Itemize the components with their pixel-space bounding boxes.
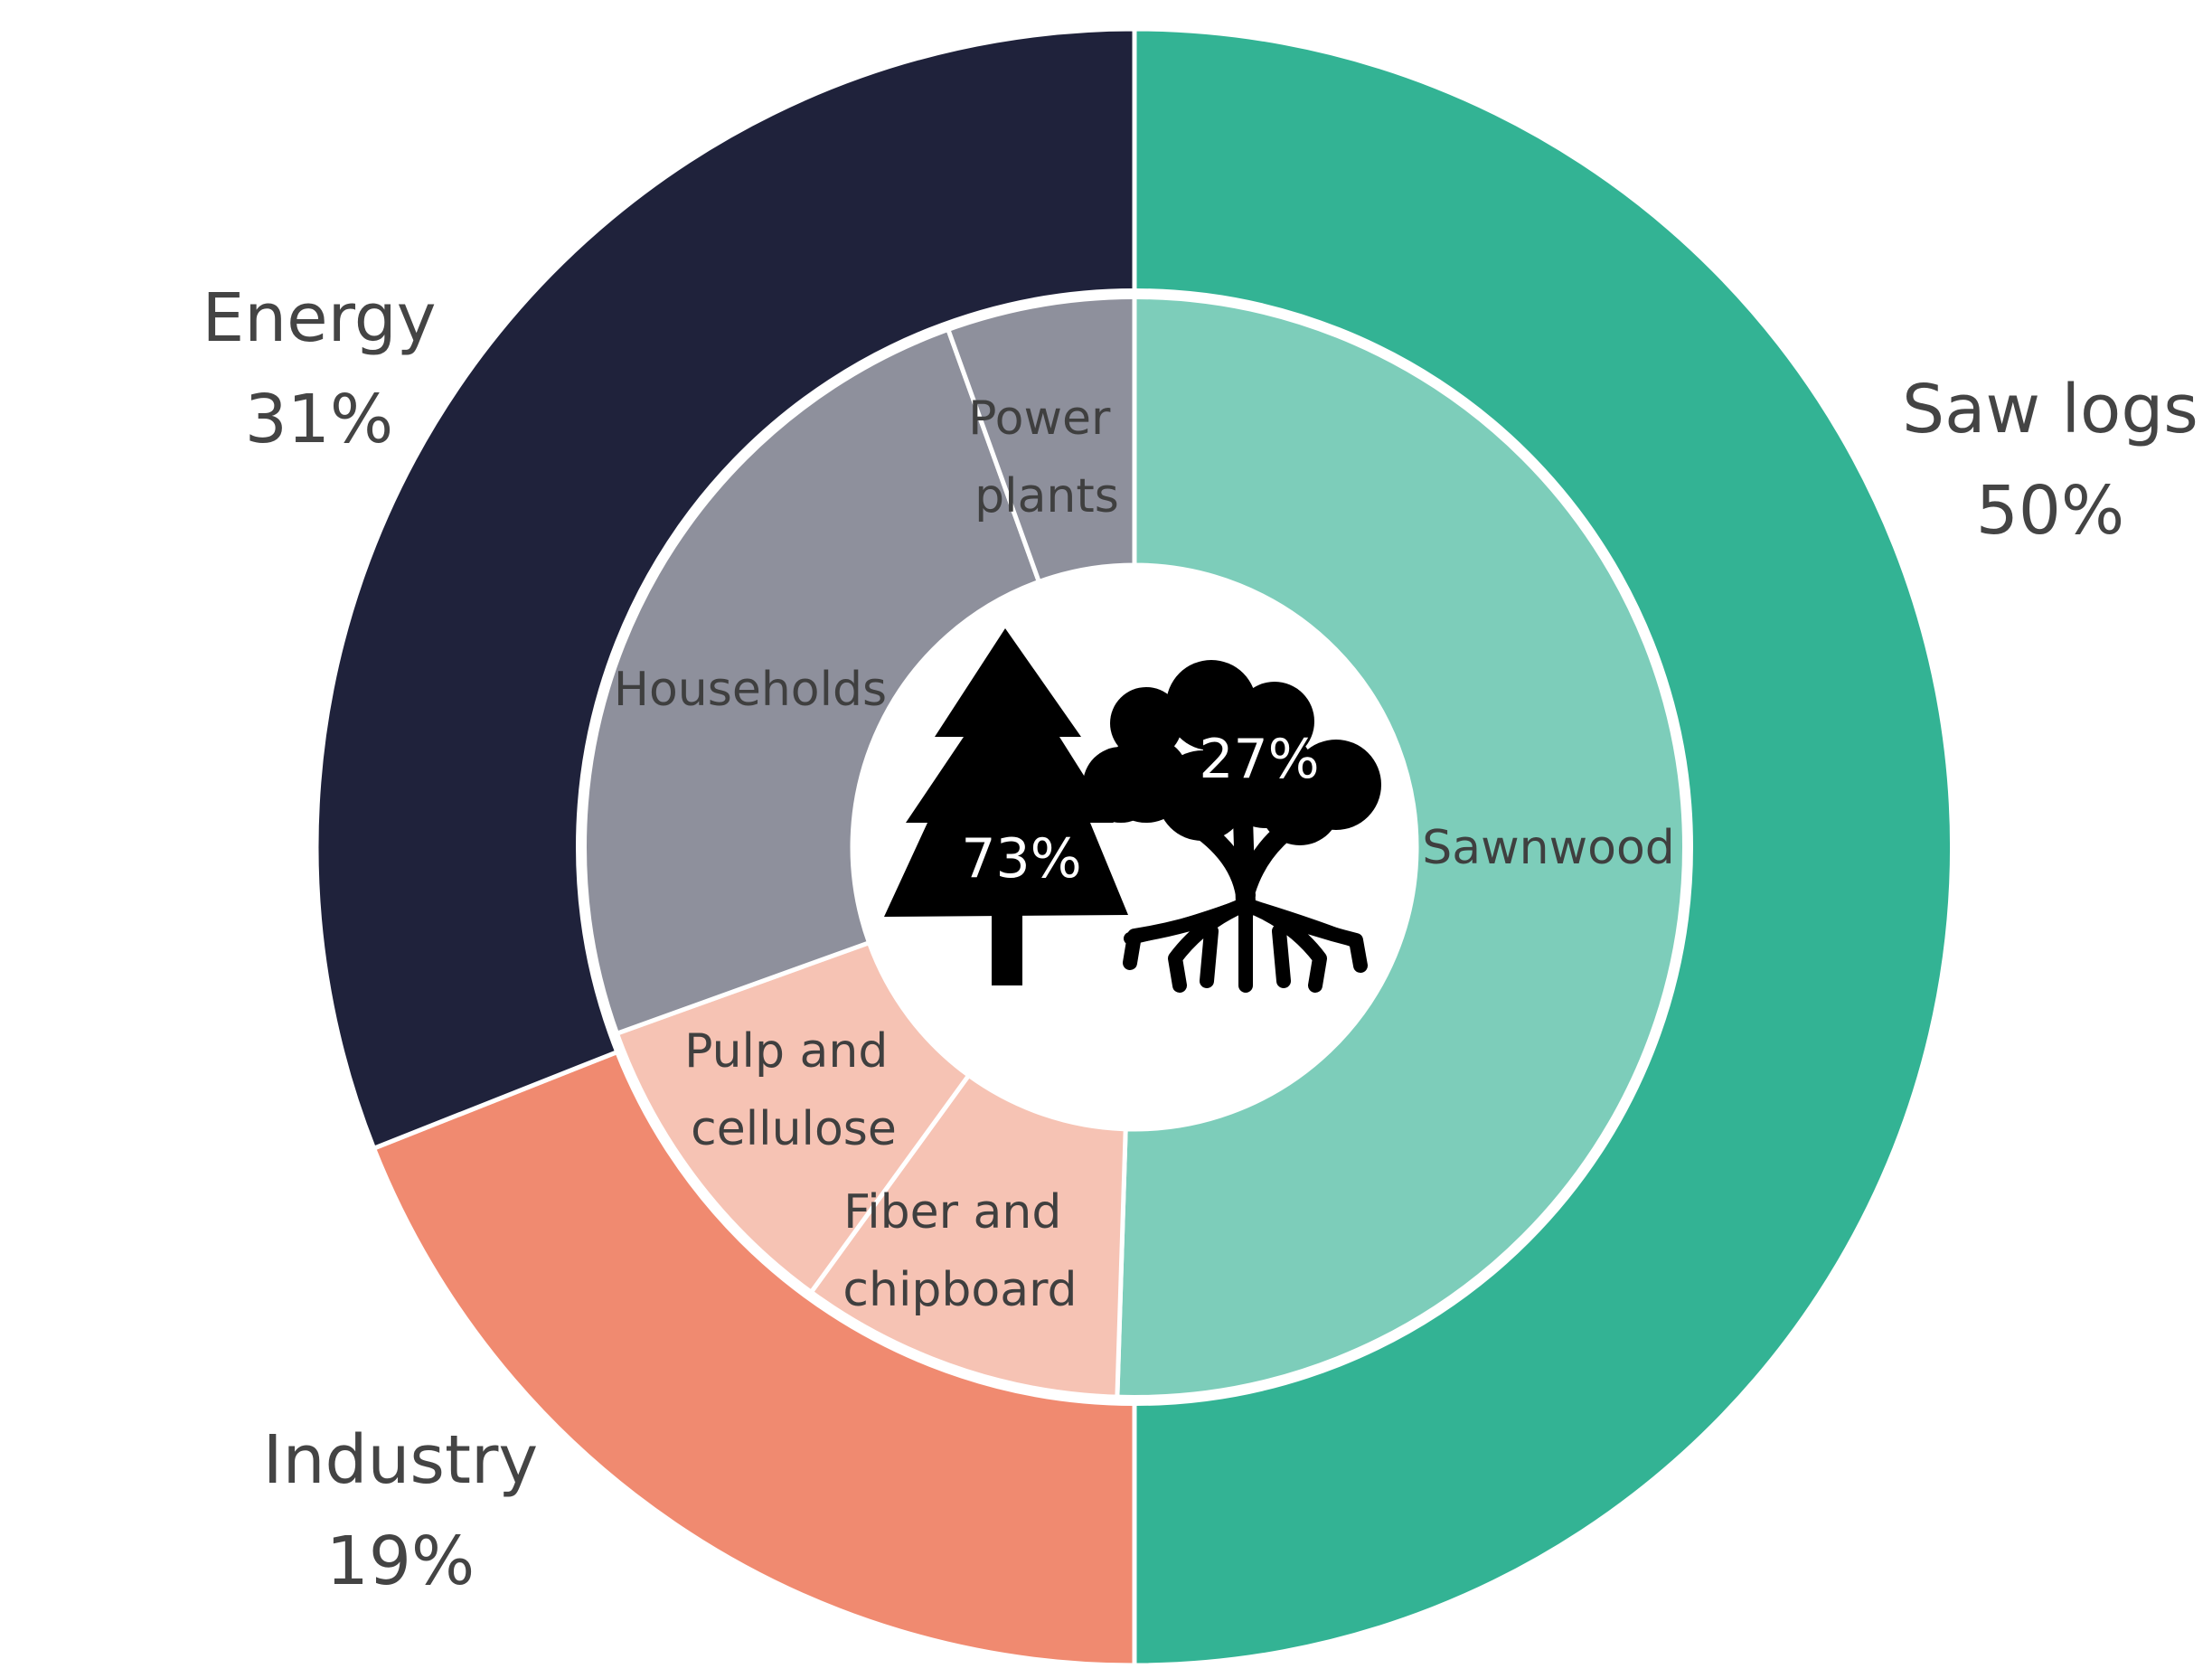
outer-label-industry: Industry: [263, 1421, 538, 1499]
outer-label-saw-logs: Saw logs: [1902, 371, 2198, 448]
inner-label-sawnwood: Sawnwood: [1422, 821, 1675, 875]
outer-value-saw-logs: 50%: [1976, 472, 2124, 550]
inner-label-pulp-line2: cellulose: [691, 1102, 897, 1156]
center-label-softwood: 73%: [961, 827, 1081, 891]
outer-ring: [314, 26, 1955, 1668]
center-label-hardwood: 27%: [1199, 728, 1319, 791]
deciduous-tree-icon: [1083, 660, 1381, 993]
inner-label-fiber-line2: chipboard: [842, 1263, 1077, 1317]
outer-label-energy: Energy: [202, 279, 436, 357]
inner-label-pulp-line1: Pulp and: [684, 1024, 888, 1079]
inner-label-power-line1: Power: [968, 391, 1111, 446]
conifer-tree-icon: [884, 628, 1128, 985]
outer-value-industry: 19%: [326, 1522, 475, 1600]
ring-separator: [576, 288, 1693, 1406]
inner-label-households: Households: [614, 663, 887, 717]
inner-ring: [576, 288, 1693, 1406]
inner-label-fiber-line1: Fiber and: [843, 1185, 1061, 1240]
inner-label-fiber-and-chipboard: Fiber and chipboard: [842, 1185, 1077, 1317]
inner-label-power-line2: plants: [974, 469, 1119, 523]
outer-value-energy: 31%: [245, 381, 393, 458]
inner-label-power-plants: Power plants: [968, 391, 1125, 523]
inner-label-pulp-and-cellulose: Pulp and cellulose: [684, 1024, 903, 1156]
